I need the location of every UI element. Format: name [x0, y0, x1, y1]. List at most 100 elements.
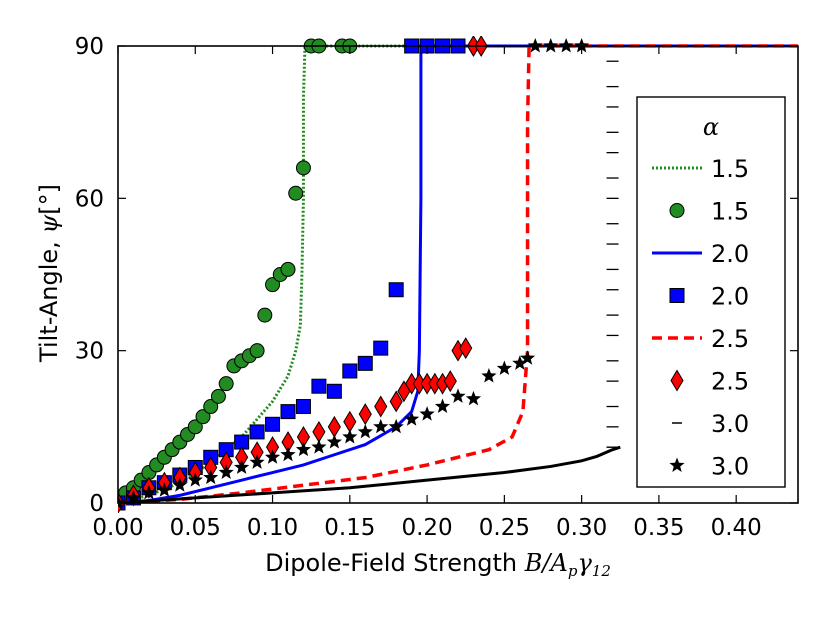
legend-entry: 3.0 [669, 453, 749, 481]
series-line [118, 44, 798, 505]
legend-label: 2.5 [711, 368, 749, 396]
legend-entries: 1.5 1.5 2.0 2.0 2.5 2.5 3.0 3.0 [652, 155, 749, 481]
data-point [280, 404, 296, 420]
x-tick-label: 0.35 [633, 515, 684, 541]
legend-entry: 2.0 [652, 240, 749, 268]
data-point [125, 489, 142, 505]
legend-entry: 2.0 [669, 283, 749, 311]
data-point [265, 416, 281, 432]
data-point [218, 376, 234, 392]
x-axis-label: Dipole-Field Strength B/Apγ12 [265, 549, 611, 580]
data-point [327, 415, 341, 438]
data-point [249, 343, 265, 359]
legend: α 1.5 1.5 2.0 2.0 2.5 2.5 3.0 3.0 [636, 96, 786, 488]
data-point [388, 282, 404, 298]
data-point [450, 388, 466, 403]
data-point [295, 399, 311, 415]
data-point [172, 477, 188, 492]
data-point [459, 337, 473, 360]
legend-swatch-marker [669, 203, 685, 218]
series-1.5-line [118, 44, 798, 505]
y-tick-label: 30 [75, 339, 104, 365]
data-point [465, 390, 482, 406]
data-point [404, 411, 420, 426]
y-tick-label: 60 [75, 186, 104, 212]
data-point [156, 482, 172, 497]
legend-label: 2.0 [711, 240, 749, 268]
data-point [342, 428, 358, 444]
data-point [288, 185, 304, 201]
data-point [342, 363, 358, 379]
data-point [388, 418, 404, 434]
y-tick-label: 90 [75, 34, 104, 60]
data-point [419, 406, 435, 421]
y-axis-label: Tilt-Angle, ψ[°] [35, 184, 63, 363]
data-point [249, 424, 265, 440]
legend-entry: 1.5 [652, 155, 749, 183]
data-point [203, 399, 219, 415]
legend-label: 2.5 [711, 325, 749, 353]
series-line [118, 445, 621, 505]
series-line [118, 44, 798, 505]
legend-swatch-marker [669, 288, 685, 303]
data-point [249, 454, 265, 469]
data-point [311, 378, 327, 394]
y-tick-label: 0 [89, 491, 104, 517]
data-point [264, 449, 281, 464]
series-2.0-line [118, 44, 798, 505]
series-3.0-line [118, 445, 621, 505]
data-point [358, 403, 372, 426]
x-tick-label: 0.20 [401, 515, 452, 541]
data-point [373, 340, 389, 356]
data-point [389, 390, 403, 413]
ticks-layer: 0.00 0.05 0.10 0.15 0.20 0.25 0.30 0.35 0.40 0 30 6… [75, 34, 798, 541]
data-point [343, 410, 357, 433]
legend-label: 1.5 [711, 155, 749, 183]
data-point [374, 395, 388, 418]
legend-entry: 1.5 [669, 198, 749, 226]
data-point [195, 409, 211, 425]
data-point [141, 484, 157, 500]
data-point [311, 439, 327, 454]
x-tick-label: 0.40 [711, 515, 762, 541]
data-point [280, 261, 296, 277]
data-point [257, 307, 273, 323]
data-point [519, 350, 536, 365]
legend-label: 1.5 [711, 198, 749, 226]
data-point [443, 370, 457, 393]
x-tick-label: 0.00 [92, 515, 143, 541]
legend-label: 3.0 [711, 410, 749, 438]
legend-entry: 2.5 [652, 325, 749, 353]
series-extra-markers [606, 60, 619, 448]
axes-frame [117, 45, 799, 504]
data-point [203, 469, 219, 485]
data-point [326, 383, 342, 399]
series-layer [118, 36, 798, 513]
data-point [295, 160, 311, 176]
data-point [357, 423, 373, 439]
x-tick-label: 0.15 [324, 515, 375, 541]
x-tick-label: 0.25 [479, 515, 530, 541]
legend-entry: 3.0 [672, 410, 749, 438]
plot-area: 0.00 0.05 0.10 0.15 0.20 0.25 0.30 0.35 0.40 0 30 6… [75, 34, 799, 541]
legend-entry: 2.5 [670, 368, 749, 396]
data-point [326, 434, 342, 449]
legend-swatch-marker [669, 457, 685, 472]
data-point [373, 418, 389, 434]
data-point [265, 277, 281, 293]
x-tick-label: 0.30 [556, 515, 607, 541]
data-point [512, 355, 528, 370]
legend-label: 2.0 [711, 283, 749, 311]
series-2.5-line [118, 44, 798, 505]
legend-label: 3.0 [711, 453, 749, 481]
data-point [496, 360, 512, 375]
series-line [118, 44, 798, 505]
data-point [295, 441, 312, 457]
data-point [434, 398, 451, 413]
data-point [218, 464, 234, 480]
data-point [357, 355, 373, 371]
legend-box [636, 96, 786, 488]
data-point [234, 459, 250, 474]
data-point [187, 419, 203, 435]
